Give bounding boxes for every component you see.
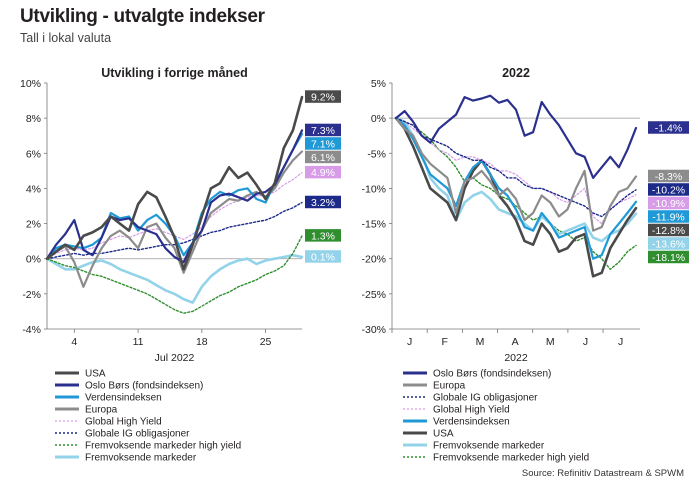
right-series-line-europa: [394, 116, 638, 232]
right-end-label-usa: -12.8%: [652, 225, 685, 237]
right-end-label-europa: -8.3%: [655, 171, 682, 183]
left-end-label-box-usa: [305, 90, 341, 103]
legend-right-label-emhy: Fremvoksende markeder high yield: [433, 453, 589, 464]
legend-right-label-ghy: Global High Yield: [433, 405, 510, 416]
legend-right-label-em: Fremvoksende markeder: [433, 441, 545, 452]
left-series-line-oslo: [45, 129, 304, 264]
right-y-tick-label: 5%: [371, 78, 386, 90]
legend-left-label-ghy: Global High Yield: [85, 417, 162, 428]
right-y-tick-label: -20%: [361, 254, 386, 266]
right-end-label-oslo: -1.4%: [655, 122, 682, 134]
right-x-tick-label: J: [407, 336, 412, 348]
left-end-label-em: 0.1%: [311, 251, 335, 263]
left-y-tick-label: -2%: [22, 289, 41, 301]
left-end-label-box-verden: [305, 137, 341, 150]
right-series-line-em: [394, 116, 638, 243]
right-end-label-box-em: [648, 237, 689, 250]
legend-right-label-europa: Europa: [433, 381, 466, 392]
left-end-label-oslo: 7.3%: [311, 125, 335, 137]
right-series-line-verden: [394, 116, 638, 260]
left-end-label-europa: 6.1%: [311, 152, 335, 164]
left-series-line-ghy: [46, 172, 303, 260]
right-y-tick-label: -30%: [361, 324, 386, 336]
left-end-label-gig: 3.2%: [311, 197, 335, 209]
right-end-label-box-ghy: [648, 196, 689, 210]
left-end-label-emhy: 1.3%: [311, 230, 335, 242]
legend-left-label-gig: Globale IG obligasjoner: [85, 429, 190, 440]
right-x-axis-title: 2022: [504, 352, 528, 364]
left-y-tick-label: 8%: [26, 113, 41, 125]
right-y-tick-label: -10%: [361, 183, 386, 195]
left-end-label-ghy: 4.9%: [311, 167, 335, 179]
legend-right-label-usa: USA: [433, 429, 454, 440]
right-chart-title: 2022: [502, 66, 530, 80]
right-series-line-ghy: [395, 117, 637, 225]
right-end-label-emhy: -18.1%: [652, 252, 685, 264]
right-series-line-emhy: [395, 117, 637, 270]
left-end-label-usa: 9.2%: [311, 92, 335, 104]
right-x-tick-label: F: [442, 336, 448, 348]
right-x-tick-label: J: [618, 336, 623, 348]
left-x-tick-label: 18: [196, 336, 208, 348]
right-end-label-box-europa: [648, 169, 689, 183]
legend-left-label-europa: Europa: [85, 405, 118, 416]
legend-right-label-gig: Globale IG obligasjoner: [433, 393, 538, 404]
right-end-label-box-oslo: [648, 121, 689, 134]
right-end-label-box-usa: [648, 223, 689, 237]
left-chart-title: Utvikling i forrige måned: [101, 66, 248, 80]
legend-right-label-verden: Verdensindeksen: [433, 417, 510, 428]
left-series-line-gig: [46, 201, 303, 260]
page-title: Utvikling - utvalgte indekser: [20, 6, 265, 27]
left-end-label-box-ghy: [305, 165, 341, 179]
legend-left-label-verden: Verdensindeksen: [85, 393, 162, 404]
right-y-tick-label: 0%: [371, 113, 386, 125]
left-end-label-box-gig: [305, 195, 341, 209]
left-x-axis-title: Jul 2022: [155, 352, 195, 364]
right-end-label-box-gig: [648, 183, 689, 196]
legend-left-label-emhy: Fremvoksende markeder high yield: [85, 441, 241, 452]
left-y-tick-label: 4%: [26, 183, 41, 195]
left-end-label-verden: 7.1%: [311, 138, 335, 150]
right-end-label-box-verden: [648, 210, 689, 223]
left-series-line-usa: [45, 95, 304, 271]
left-y-tick-label: 6%: [26, 148, 41, 160]
left-y-tick-label: 2%: [26, 219, 41, 231]
right-x-tick-label: M: [546, 336, 555, 348]
legend-right-label-oslo: Oslo Børs (fondsindeksen): [433, 369, 551, 380]
left-y-tick-label: 0%: [26, 254, 41, 266]
left-end-label-box-emhy: [305, 229, 341, 242]
right-series-line-usa: [394, 116, 638, 278]
legend-left-label-oslo: Oslo Børs (fondsindeksen): [85, 381, 203, 392]
left-y-tick-label: -4%: [22, 324, 41, 336]
right-y-tick-label: -25%: [361, 289, 386, 301]
left-y-tick-label: 10%: [20, 78, 41, 90]
left-x-tick-label: 4: [71, 336, 77, 348]
right-end-label-gig: -10.2%: [652, 184, 685, 196]
right-end-label-em: -13.6%: [652, 238, 685, 250]
right-y-tick-label: -5%: [367, 148, 386, 160]
right-y-tick-label: -15%: [361, 219, 386, 231]
left-x-tick-label: 11: [133, 336, 144, 348]
left-end-label-box-europa: [305, 150, 341, 164]
legend-left-label-em: Fremvoksende markeder: [85, 453, 197, 464]
right-end-label-ghy: -10.9%: [652, 198, 685, 210]
right-series-line-gig: [395, 117, 637, 218]
right-series-line-oslo: [394, 94, 638, 179]
right-end-label-verden: -11.9%: [652, 211, 685, 223]
left-series-line-em: [45, 253, 304, 304]
right-x-tick-label: J: [583, 336, 588, 348]
left-end-label-box-oslo: [305, 123, 341, 137]
left-end-label-box-em: [305, 250, 341, 263]
legend-left-label-usa: USA: [85, 369, 106, 380]
left-x-tick-label: 25: [260, 336, 272, 348]
page-subtitle: Tall i lokal valuta: [20, 31, 112, 45]
right-end-label-box-emhy: [648, 250, 689, 264]
source-note: Source: Refinitiv Datastream & SPWM: [521, 468, 684, 479]
right-x-tick-label: A: [512, 336, 519, 348]
right-x-tick-label: M: [476, 336, 485, 348]
left-series-line-europa: [45, 150, 304, 288]
